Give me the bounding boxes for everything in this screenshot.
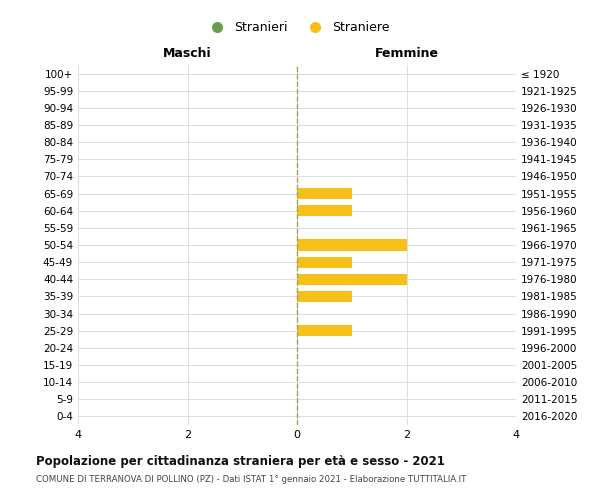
Bar <box>297 256 352 268</box>
Text: COMUNE DI TERRANOVA DI POLLINO (PZ) - Dati ISTAT 1° gennaio 2021 - Elaborazione : COMUNE DI TERRANOVA DI POLLINO (PZ) - Da… <box>36 475 466 484</box>
Bar <box>297 325 352 336</box>
Bar <box>297 291 352 302</box>
Bar <box>297 240 407 250</box>
Bar <box>297 274 407 285</box>
Bar <box>297 205 352 216</box>
Text: Maschi: Maschi <box>163 47 212 60</box>
Bar <box>297 188 352 199</box>
Text: Popolazione per cittadinanza straniera per età e sesso - 2021: Popolazione per cittadinanza straniera p… <box>36 455 445 468</box>
Legend: Stranieri, Straniere: Stranieri, Straniere <box>200 18 394 38</box>
Text: Femmine: Femmine <box>374 47 439 60</box>
